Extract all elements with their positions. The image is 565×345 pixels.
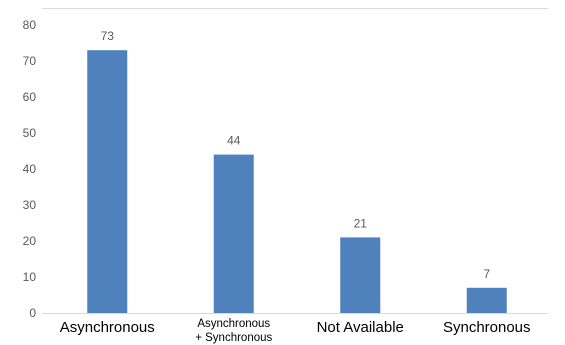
data-labels-group: 73 44 21 7	[101, 29, 491, 281]
x-tick-label: Not Available	[317, 319, 404, 336]
y-tick-label: 20	[23, 234, 37, 248]
y-tick-label: 60	[23, 90, 37, 104]
x-tick-label: Synchronous	[443, 319, 531, 336]
y-tick-label: 50	[23, 126, 37, 140]
y-tick-label: 10	[23, 270, 37, 284]
bars-group	[87, 50, 507, 313]
y-tick-label: 30	[23, 198, 37, 212]
x-tick-label: + Synchronous	[195, 332, 272, 344]
x-tick-label: Asynchronous	[60, 319, 155, 336]
y-tick-label: 0	[29, 306, 36, 320]
bar	[340, 237, 381, 313]
y-tick-label: 40	[23, 162, 37, 176]
y-tick-label: 70	[23, 54, 37, 68]
x-tick-label: Asynchronous	[197, 318, 270, 330]
x-axis-labels: Asynchronous Asynchronous + Synchronous Not…	[60, 318, 531, 344]
data-label: 44	[227, 134, 241, 148]
data-label: 73	[101, 29, 115, 43]
bar	[87, 50, 128, 313]
bar	[466, 287, 507, 313]
data-label: 7	[483, 267, 490, 281]
y-tick-label: 80	[23, 18, 37, 32]
bar	[213, 154, 254, 313]
data-label: 21	[354, 216, 368, 230]
y-axis-ticks: 0 10 20 30 40 50 60 70 80	[23, 18, 37, 320]
